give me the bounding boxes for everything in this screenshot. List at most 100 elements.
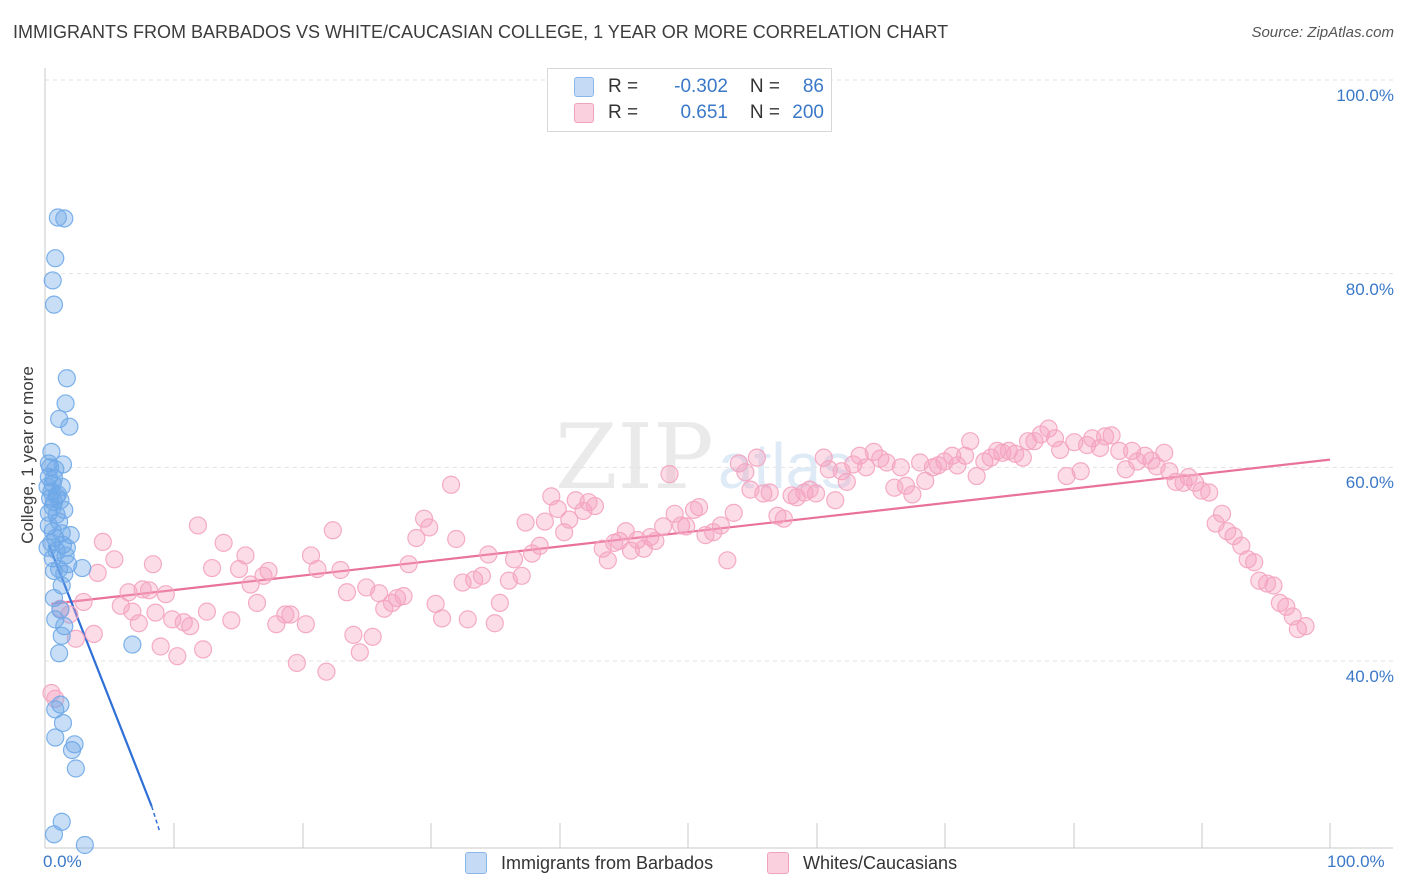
point-whites xyxy=(66,629,85,648)
point-whites xyxy=(806,484,826,503)
point-whites xyxy=(504,550,524,569)
point-whites xyxy=(1200,483,1219,502)
point-whites xyxy=(472,566,491,585)
point-whites xyxy=(432,609,452,628)
point-whites xyxy=(646,531,665,551)
point-whites xyxy=(193,640,213,659)
point-whites xyxy=(598,551,617,570)
point-barbados xyxy=(44,588,64,608)
point-whites xyxy=(1013,448,1032,467)
point-whites xyxy=(74,592,93,612)
point-whites xyxy=(337,583,357,602)
legend-swatch-whites xyxy=(574,103,594,123)
point-barbados xyxy=(56,394,75,413)
point-whites xyxy=(516,513,535,532)
point-whites xyxy=(718,551,737,570)
point-whites xyxy=(1160,462,1179,481)
point-barbados xyxy=(62,741,82,760)
point-barbados xyxy=(66,759,85,778)
correlation-legend: R = -0.302 N = 86 R = 0.651 N = 200 xyxy=(547,68,832,132)
legend-r-value: 0.651 xyxy=(680,102,728,123)
point-whites xyxy=(129,614,148,633)
point-whites xyxy=(535,512,554,531)
point-whites xyxy=(84,624,103,643)
point-whites xyxy=(441,475,461,494)
point-whites xyxy=(522,544,542,563)
point-whites xyxy=(684,500,704,520)
point-whites xyxy=(394,587,413,606)
point-whites xyxy=(677,517,696,536)
point-barbados xyxy=(44,561,64,581)
point-whites xyxy=(1057,466,1076,486)
legend-r-value: -0.302 xyxy=(674,76,728,97)
data-points xyxy=(38,208,1315,855)
point-whites xyxy=(214,533,233,552)
point-barbados xyxy=(46,610,65,629)
point-whites xyxy=(458,610,477,629)
point-whites xyxy=(814,448,833,467)
watermark-zip: ZIP xyxy=(555,405,714,510)
legend-r-label: R = xyxy=(608,76,639,97)
point-whites xyxy=(610,531,629,551)
point-whites xyxy=(826,491,845,510)
point-whites xyxy=(857,458,876,477)
point-whites xyxy=(241,575,260,594)
point-whites xyxy=(490,593,509,613)
point-whites xyxy=(259,561,278,581)
point-whites xyxy=(382,593,402,613)
point-whites xyxy=(181,617,200,636)
gridlines xyxy=(45,79,1393,662)
x-tick-label-max: 100.0% xyxy=(1327,852,1385,871)
point-whites xyxy=(711,516,731,535)
point-whites xyxy=(585,496,605,516)
point-whites xyxy=(1025,432,1044,451)
point-whites xyxy=(885,478,904,497)
point-whites xyxy=(877,453,896,472)
bottom-legend-swatch-barbados xyxy=(465,852,487,874)
point-whites xyxy=(593,539,612,558)
point-whites xyxy=(837,472,856,491)
point-barbados xyxy=(52,626,71,645)
point-barbados xyxy=(46,728,65,747)
point-whites xyxy=(202,558,222,578)
point-whites xyxy=(133,580,152,599)
point-whites xyxy=(146,603,165,622)
point-whites xyxy=(1102,426,1121,445)
point-whites xyxy=(105,550,124,569)
point-whites xyxy=(331,560,350,580)
point-whites xyxy=(1071,462,1090,481)
point-whites xyxy=(407,528,426,548)
point-whites xyxy=(139,581,159,600)
point-whites xyxy=(156,585,175,604)
point-whites xyxy=(1045,429,1065,448)
chart-source: Source: ZipAtlas.com xyxy=(1251,24,1394,41)
point-barbados xyxy=(46,700,65,719)
point-whites xyxy=(151,637,170,656)
point-whites xyxy=(993,443,1012,462)
point-barbados xyxy=(60,417,79,436)
bottom-legend-label-barbados: Immigrants from Barbados xyxy=(501,852,714,873)
point-whites xyxy=(548,499,567,519)
point-barbados xyxy=(53,713,73,733)
point-whites xyxy=(447,529,466,549)
legend-n-label: N = xyxy=(749,76,780,97)
point-whites xyxy=(671,516,691,535)
point-whites xyxy=(948,456,967,475)
point-whites xyxy=(344,625,363,644)
point-whites xyxy=(46,689,65,708)
legend-row-barbados: R = -0.302 N = 86 xyxy=(548,74,824,100)
point-whites xyxy=(832,462,851,481)
point-whites xyxy=(222,611,241,630)
point-barbados xyxy=(75,835,94,855)
point-whites xyxy=(1090,438,1110,458)
point-whites xyxy=(93,532,112,552)
point-barbados xyxy=(46,249,65,268)
point-whites xyxy=(197,602,217,621)
point-barbados xyxy=(51,491,70,510)
legend-r-label: R = xyxy=(608,102,639,123)
point-whites xyxy=(399,555,418,574)
point-whites xyxy=(236,546,255,565)
bottom-legend-whites: Whites/Caucasians xyxy=(767,852,957,874)
point-whites xyxy=(916,471,935,490)
